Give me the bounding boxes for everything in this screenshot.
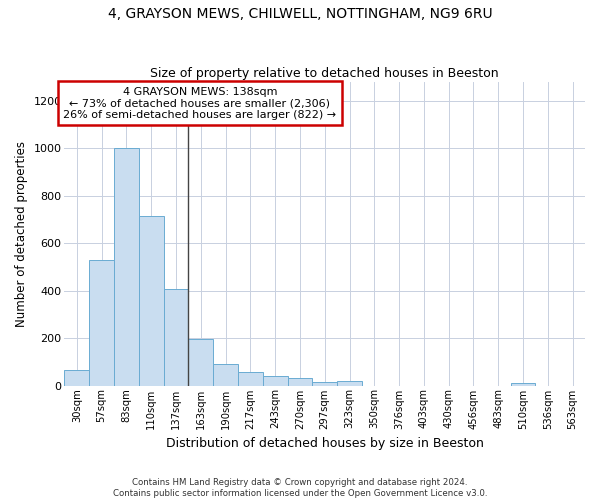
Bar: [263, 376, 287, 386]
Bar: [213, 364, 238, 386]
Bar: [287, 378, 313, 386]
Bar: [188, 339, 213, 386]
Y-axis label: Number of detached properties: Number of detached properties: [15, 141, 28, 327]
Text: 4, GRAYSON MEWS, CHILWELL, NOTTINGHAM, NG9 6RU: 4, GRAYSON MEWS, CHILWELL, NOTTINGHAM, N…: [107, 8, 493, 22]
Bar: [511, 382, 535, 386]
Bar: [313, 382, 337, 386]
Bar: [114, 148, 139, 386]
Bar: [139, 216, 164, 386]
X-axis label: Distribution of detached houses by size in Beeston: Distribution of detached houses by size …: [166, 437, 484, 450]
Title: Size of property relative to detached houses in Beeston: Size of property relative to detached ho…: [151, 66, 499, 80]
Bar: [238, 372, 263, 386]
Bar: [89, 260, 114, 386]
Bar: [164, 289, 188, 386]
Text: Contains HM Land Registry data © Crown copyright and database right 2024.
Contai: Contains HM Land Registry data © Crown c…: [113, 478, 487, 498]
Bar: [337, 381, 362, 386]
Bar: [64, 370, 89, 386]
Text: 4 GRAYSON MEWS: 138sqm
← 73% of detached houses are smaller (2,306)
26% of semi-: 4 GRAYSON MEWS: 138sqm ← 73% of detached…: [63, 86, 337, 120]
